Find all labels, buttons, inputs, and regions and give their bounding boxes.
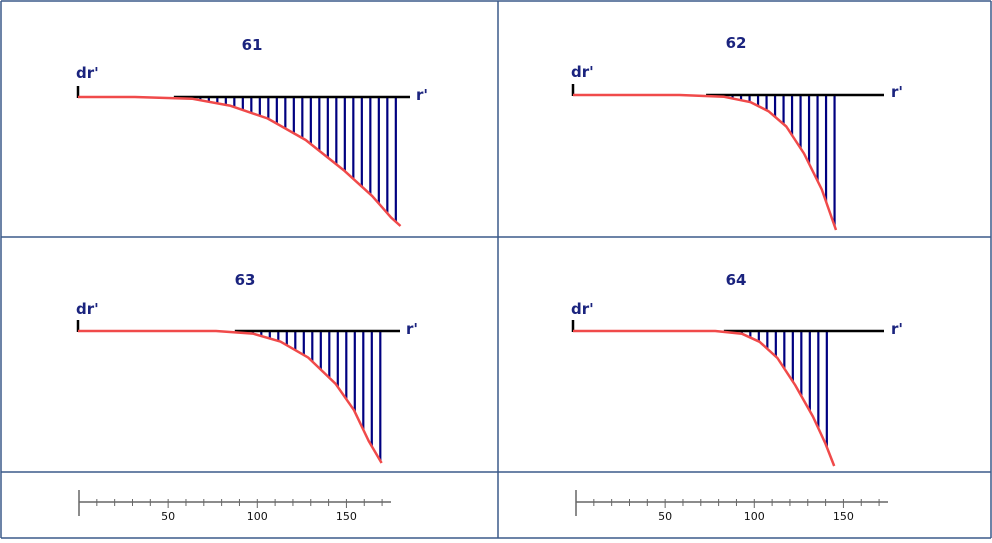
chart-panel-1: 61 dr' r' [76,36,428,227]
curve-series [78,329,383,464]
scale-tick-label: 50 [658,510,672,523]
scale-tick-label: 100 [744,510,765,523]
y-axis-label: dr' [571,300,594,318]
hatch-fill [722,95,836,226]
y-axis-label: dr' [571,63,594,81]
chart-title: 61 [242,36,263,54]
chart-panel-3: 63 dr' r' [76,271,418,464]
chart-panel-2: 62 dr' r' [571,34,903,231]
chart-panel-4: 64 dr' r' [571,271,903,467]
chart-title: 64 [726,271,747,289]
scale-bar-2: 50 100 150 [575,490,888,523]
curve-series [573,93,838,231]
scale-tick-label: 150 [336,510,357,523]
x-axis-label: r' [891,320,903,338]
scale-tick-label: 150 [833,510,854,523]
chart-title: 62 [726,34,747,52]
hatch-fill [251,331,382,461]
scale-tick-label: 50 [161,510,175,523]
scale-tick-label: 100 [247,510,268,523]
x-axis-label: r' [416,86,428,104]
chart-title: 63 [235,271,256,289]
y-axis-label: dr' [76,300,99,318]
x-axis-label: r' [891,83,903,101]
x-axis-label: r' [406,320,418,338]
curve-series [78,95,402,227]
hatch-fill [190,97,397,222]
scale-bar-1: 50 100 150 [78,490,391,523]
y-axis-label: dr' [76,64,99,82]
hatch-fill [740,331,828,448]
curve-series [573,329,836,467]
